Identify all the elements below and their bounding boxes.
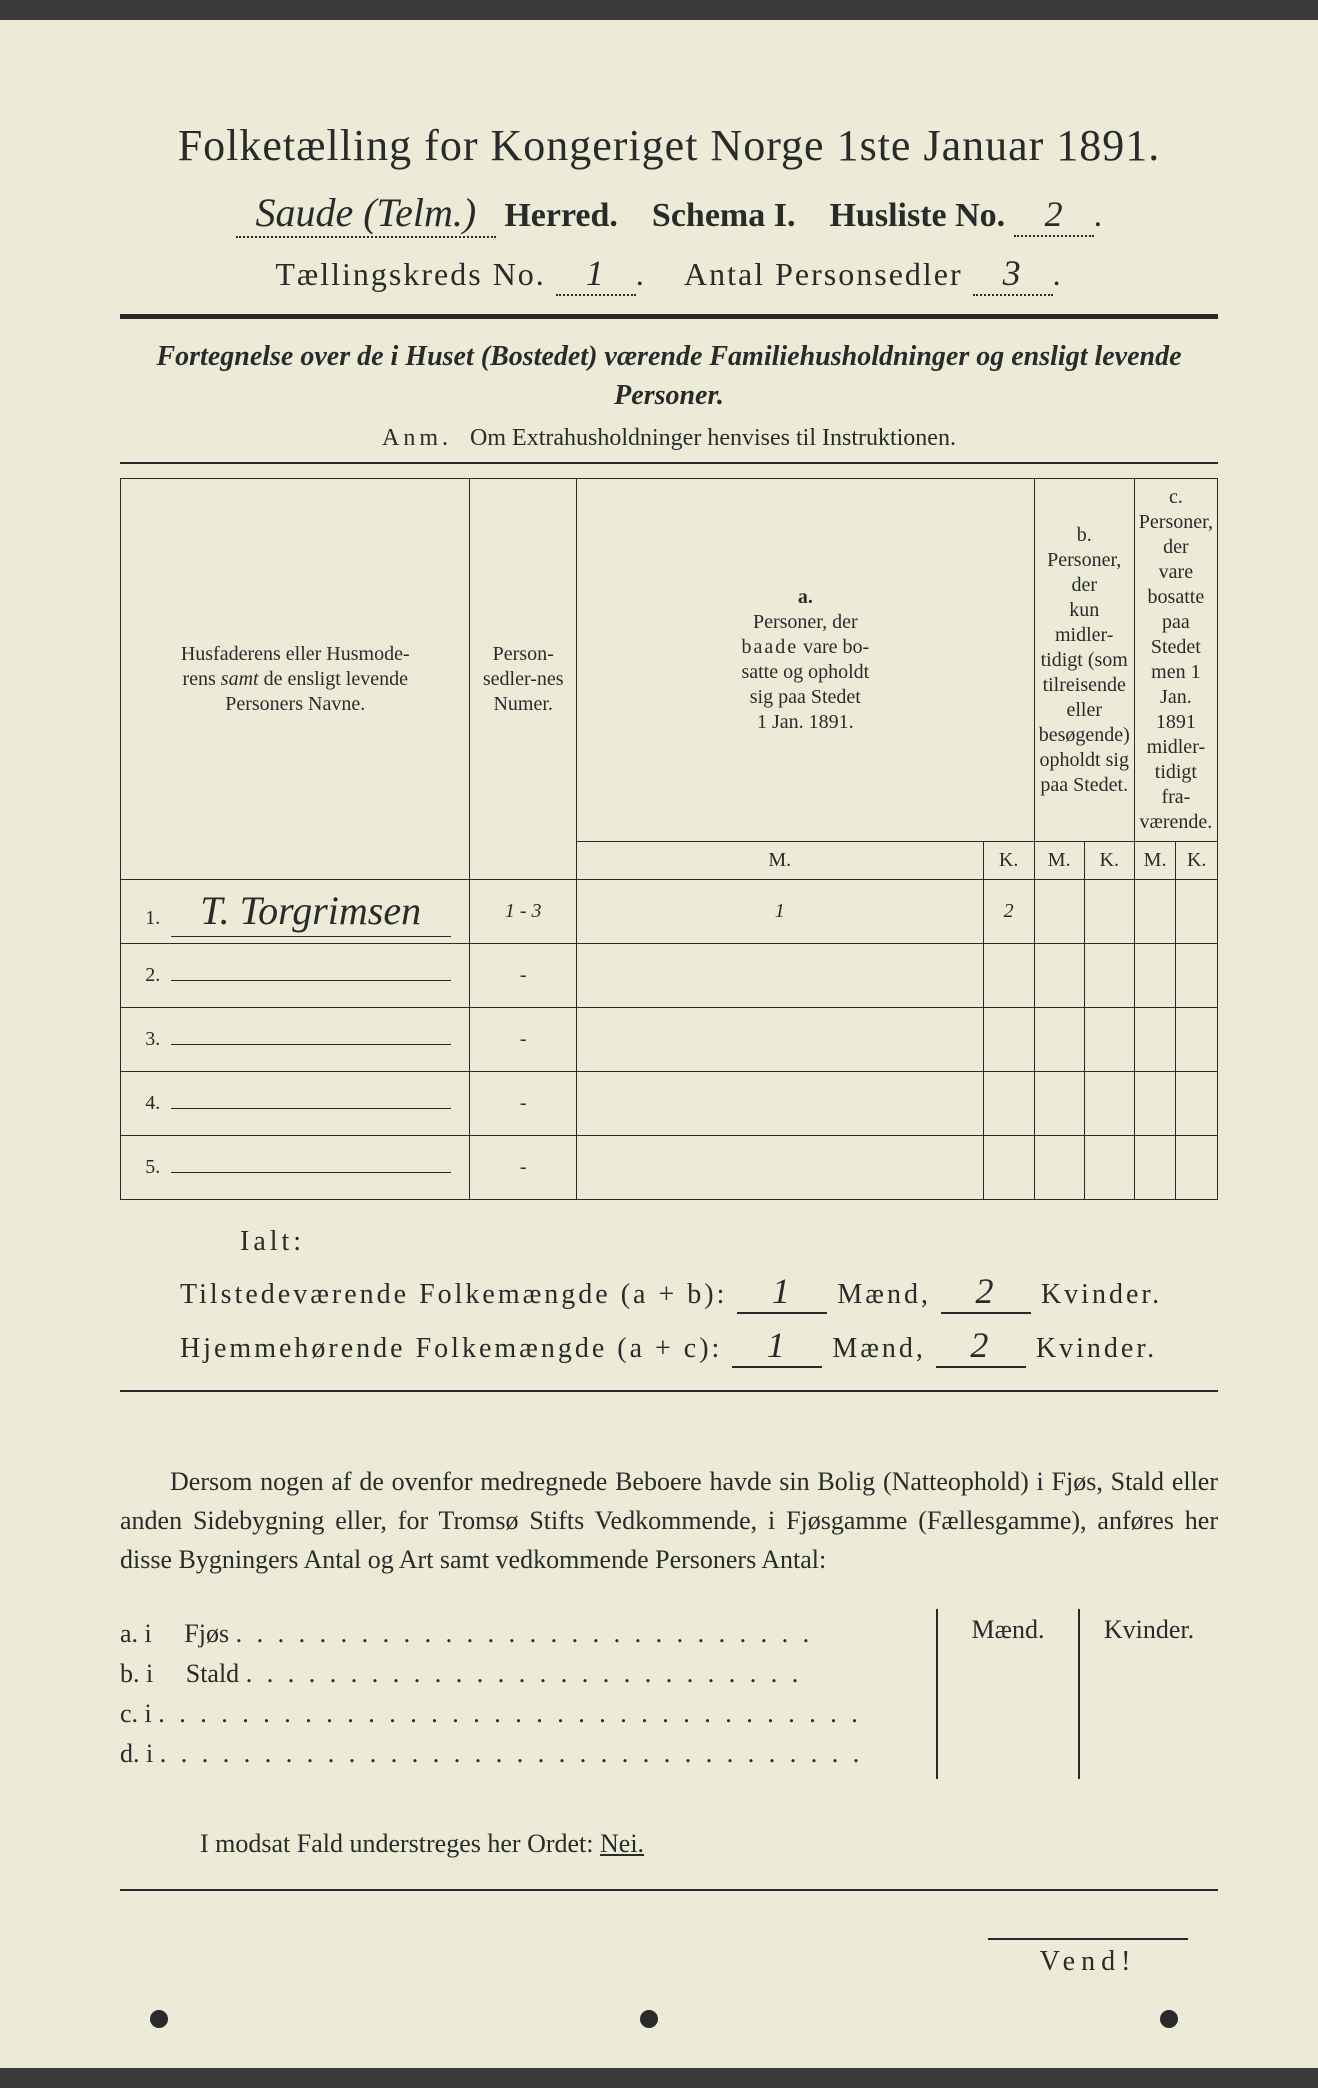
- subtitle: Fortegnelse over de i Huset (Bostedet) v…: [120, 337, 1218, 415]
- th-c-m: M.: [1134, 842, 1176, 880]
- tilstede-line: Tilstedeværende Folkemængde (a + b): 1 M…: [180, 1270, 1218, 1314]
- mk-columns: Mænd. Kvinder.: [936, 1609, 1218, 1779]
- th-b-m: M.: [1034, 842, 1084, 880]
- ialt-label: Ialt:: [240, 1226, 1218, 1258]
- th-num: Person-sedler-nes Numer.: [470, 479, 577, 880]
- header-line-2: Saude (Telm.) Herred. Schema I. Husliste…: [120, 189, 1218, 238]
- cell-num: 1 - 3: [470, 880, 577, 944]
- census-form-page: Folketælling for Kongeriget Norge 1ste J…: [0, 20, 1318, 2068]
- side-building-list: a. i Fjøs . . . . . . . . . . . . . . . …: [120, 1609, 936, 1779]
- sb-row-b: b. i Stald . . . . . . . . . . . . . . .…: [120, 1659, 936, 1689]
- sb-row-a: a. i Fjøs . . . . . . . . . . . . . . . …: [120, 1619, 936, 1649]
- binding-hole-icon: [640, 2010, 658, 2028]
- rule-4: [120, 1889, 1218, 1891]
- rule-2: [120, 462, 1218, 464]
- household-table: Husfaderens eller Husmode-rens samt de e…: [120, 478, 1218, 1200]
- th-a-m: M.: [576, 842, 983, 880]
- hjem-line: Hjemmehørende Folkemængde (a + c): 1 Mæn…: [180, 1324, 1218, 1368]
- cell-c-m: [1134, 880, 1176, 944]
- kreds-label: Tællingskreds No.: [275, 256, 545, 292]
- table-row: 4. -: [121, 1072, 1218, 1136]
- hjem-m: 1: [732, 1324, 822, 1368]
- sb-row-c: c. i . . . . . . . . . . . . . . . . . .…: [120, 1699, 936, 1729]
- modsat-line: I modsat Fald understreges her Ordet: Ne…: [120, 1829, 1218, 1859]
- mk-maend: Mænd.: [938, 1609, 1078, 1779]
- table-row: 1. T. Torgrimsen 1 - 3 1 2: [121, 880, 1218, 944]
- header-line-3: Tællingskreds No. 1. Antal Personsedler …: [120, 252, 1218, 296]
- binding-hole-icon: [1160, 2010, 1178, 2028]
- schema-label: Schema I.: [652, 197, 796, 234]
- husliste-label: Husliste No.: [829, 197, 1005, 234]
- person-name: T. Torgrimsen: [171, 887, 451, 937]
- herred-label: Herred.: [504, 197, 618, 234]
- cell-a-k: 2: [983, 880, 1034, 944]
- husliste-no-field: 2: [1014, 193, 1094, 237]
- th-a-k: K.: [983, 842, 1034, 880]
- table-body: 1. T. Torgrimsen 1 - 3 1 2 2. -: [121, 880, 1218, 1200]
- rule-3: [120, 1390, 1218, 1392]
- antal-label: Antal Personsedler: [684, 256, 963, 292]
- vend-label: Vend!: [988, 1938, 1188, 1978]
- th-c: c. Personer, dervare bosattepaa Stedetme…: [1134, 479, 1217, 842]
- cell-b-m: [1034, 880, 1084, 944]
- cell-c-k: [1176, 880, 1218, 944]
- mk-kvinder: Kvinder.: [1078, 1609, 1218, 1779]
- th-a: a. Personer, derbaade vare bo-satte og o…: [576, 479, 1034, 842]
- kreds-no-field: 1: [556, 252, 636, 296]
- sb-row-d: d. i . . . . . . . . . . . . . . . . . .…: [120, 1739, 936, 1769]
- table-row: 2. -: [121, 944, 1218, 1008]
- hjem-k: 2: [936, 1324, 1026, 1368]
- cell-a-m: 1: [576, 880, 983, 944]
- cell-b-k: [1084, 880, 1134, 944]
- th-name: Husfaderens eller Husmode-rens samt de e…: [121, 479, 470, 880]
- side-building-paragraph: Dersom nogen af de ovenfor medregnede Be…: [120, 1462, 1218, 1579]
- rule-1: [120, 314, 1218, 319]
- tilstede-m: 1: [737, 1270, 827, 1314]
- table-row: 5. -: [121, 1136, 1218, 1200]
- binding-hole-icon: [150, 2010, 168, 2028]
- table-row: 3. -: [121, 1008, 1218, 1072]
- th-b: b. Personer, derkun midler-tidigt (somti…: [1034, 479, 1134, 842]
- th-c-k: K.: [1176, 842, 1218, 880]
- herred-name-field: Saude (Telm.): [236, 189, 496, 238]
- main-title: Folketælling for Kongeriget Norge 1ste J…: [120, 120, 1218, 171]
- anm-line: Anm. Om Extrahusholdninger henvises til …: [120, 425, 1218, 452]
- antal-field: 3: [973, 252, 1053, 296]
- th-b-k: K.: [1084, 842, 1134, 880]
- side-building-block: a. i Fjøs . . . . . . . . . . . . . . . …: [120, 1609, 1218, 1779]
- tilstede-k: 2: [941, 1270, 1031, 1314]
- nei-word: Nei.: [600, 1829, 644, 1858]
